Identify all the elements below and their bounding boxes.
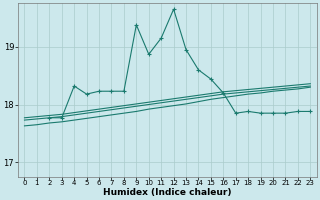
X-axis label: Humidex (Indice chaleur): Humidex (Indice chaleur) xyxy=(103,188,232,197)
